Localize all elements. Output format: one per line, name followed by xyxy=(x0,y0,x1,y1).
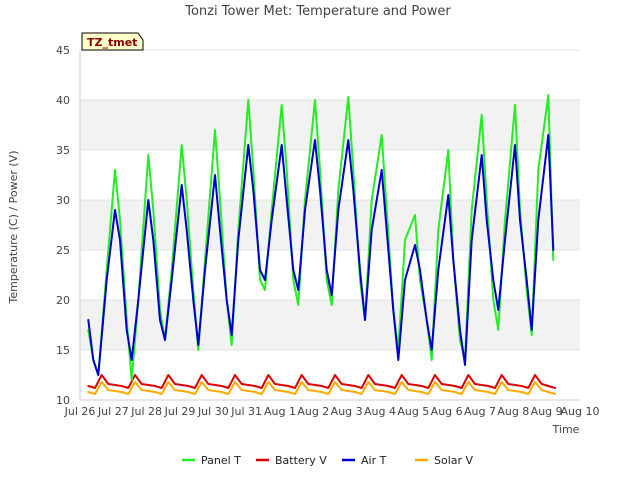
x-tick-label: Aug 2 xyxy=(297,405,329,418)
series-line-air-t xyxy=(87,134,555,376)
x-tick-label: Jul 29 xyxy=(164,405,196,418)
x-tick-label: Aug 4 xyxy=(364,405,396,418)
x-tick-label: Aug 3 xyxy=(331,405,363,418)
x-tick-label: Aug 10 xyxy=(561,405,600,418)
x-tick-label: Aug 6 xyxy=(431,405,463,418)
x-tick-label: Jul 31 xyxy=(230,405,262,418)
x-tick-label: Aug 1 xyxy=(264,405,296,418)
x-tick-label: Aug 7 xyxy=(464,405,496,418)
x-tick-label: Aug 9 xyxy=(531,405,563,418)
y-tick-label: 45 xyxy=(56,44,70,57)
series-line-solar-v xyxy=(87,381,556,395)
x-axis-label: Time xyxy=(552,423,580,436)
series-line-battery-v xyxy=(87,374,556,389)
legend-label-battery-v: Battery V xyxy=(275,454,327,467)
x-axis-ticks: Jul 26 Jul 27 Jul 28 Jul 29 Jul 30 Jul 31 Aug … xyxy=(64,405,600,418)
y-tick-label: 10 xyxy=(56,394,70,407)
chart-title: Tonzi Tower Met: Temperature and Power xyxy=(184,4,451,19)
x-tick-label: Jul 30 xyxy=(197,405,229,418)
band-40 xyxy=(80,50,580,100)
tz-tmet-badge: TZ_tmet xyxy=(81,32,144,51)
band-15 xyxy=(80,300,580,350)
badge-shape xyxy=(81,32,144,51)
legend-label-air-t: Air T xyxy=(361,454,387,467)
x-tick-label: Jul 28 xyxy=(130,405,162,418)
band-35 xyxy=(80,100,580,150)
legend: Panel T Battery V Air T Solar V xyxy=(182,454,474,467)
x-tick-label: Jul 26 xyxy=(64,405,96,418)
badge-label: TZ_tmet xyxy=(87,36,137,49)
band-25 xyxy=(80,200,580,250)
y-tick-label: 20 xyxy=(56,294,70,307)
legend-label-panel-t: Panel T xyxy=(201,454,241,467)
legend-label-solar-v: Solar V xyxy=(434,454,474,467)
y-tick-label: 40 xyxy=(56,94,70,107)
y-tick-label: 15 xyxy=(56,344,70,357)
x-tick-label: Jul 27 xyxy=(97,405,129,418)
y-tick-label: 25 xyxy=(56,244,70,257)
x-tick-label: Aug 8 xyxy=(497,405,529,418)
y-axis-label: Temperature (C) / Power (V) xyxy=(7,150,20,304)
band-30 xyxy=(80,150,580,200)
x-tick-label: Aug 5 xyxy=(397,405,429,418)
y-tick-label: 30 xyxy=(56,194,70,207)
plot-area xyxy=(79,49,580,401)
y-tick-label: 35 xyxy=(56,144,70,157)
y-axis-ticks: 10 15 20 25 30 35 40 45 xyxy=(56,44,70,407)
